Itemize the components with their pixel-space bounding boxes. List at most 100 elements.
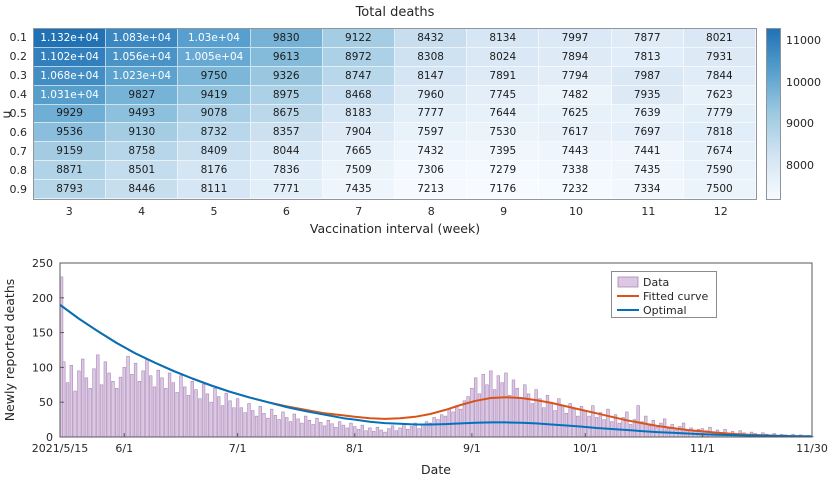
heatmap-cell: 7435 <box>322 180 395 199</box>
bar <box>156 369 160 438</box>
heatmap-cell: 8432 <box>394 29 468 48</box>
heatmap-x-tick-label: 6 <box>282 205 290 218</box>
bar <box>179 375 183 438</box>
bar <box>228 400 232 438</box>
heatmap-cell: 7625 <box>539 104 612 124</box>
bar <box>296 418 300 438</box>
heatmap-cell: 7232 <box>539 180 612 199</box>
heatmap-cell: 8111 <box>178 180 251 199</box>
bar <box>560 405 565 438</box>
bar <box>349 422 353 438</box>
bar <box>201 383 206 438</box>
x-tick-label: 9/1 <box>463 442 481 455</box>
bar <box>266 417 270 438</box>
bar <box>474 377 478 438</box>
bar <box>591 405 595 438</box>
bar <box>625 411 629 438</box>
bar <box>644 415 648 438</box>
legend-swatch-data <box>617 276 639 288</box>
y-tick-label: 200 <box>32 292 53 305</box>
heatmap-cell: 7987 <box>611 66 684 86</box>
heatmap-cell: 7665 <box>322 142 395 162</box>
heatmap-cell: 1.083e+04 <box>106 29 179 48</box>
bar <box>364 430 368 438</box>
heatmap-cell: 7745 <box>467 85 540 105</box>
heatmap-cell: 9493 <box>106 104 179 124</box>
heatmap-grid: 1.132e+04 1.083e+04 1.03e+04 9830 9122 8432 81… <box>33 28 757 200</box>
bar <box>315 417 319 438</box>
bar <box>77 370 81 438</box>
heatmap-y-tick-label: 0.4 <box>9 87 28 101</box>
heatmap-cell: 7960 <box>394 85 468 105</box>
heatmap-cell: 9929 <box>34 104 107 124</box>
bar <box>492 389 497 438</box>
heatmap-cell: 7771 <box>250 180 323 199</box>
bar <box>254 415 259 438</box>
x-tick-label: 7/1 <box>229 442 247 455</box>
colorbar-tick-label: 8000 <box>786 158 814 172</box>
bar <box>88 387 92 438</box>
heatmap-cell: 1.068e+04 <box>34 66 107 86</box>
bar <box>186 394 191 438</box>
bar <box>538 398 542 438</box>
heatmap-x-tick-label: 8 <box>427 205 435 218</box>
bar <box>440 414 444 438</box>
bar <box>390 425 395 438</box>
bar <box>209 401 213 438</box>
bar <box>523 384 527 438</box>
bar <box>122 367 126 438</box>
bar <box>99 384 104 438</box>
heatmap-cell: 1.005e+04 <box>178 47 251 67</box>
bar <box>303 415 308 438</box>
heatmap-cell: 7617 <box>539 123 612 143</box>
heatmap-cell: 7500 <box>683 180 756 199</box>
y-tick-label: 50 <box>39 396 53 409</box>
bar <box>519 398 523 438</box>
bar <box>651 420 655 438</box>
heatmap-cell: 8758 <box>106 142 179 162</box>
heatmap-cell: 1.023e+04 <box>106 66 179 86</box>
bar <box>530 403 535 438</box>
bar <box>402 424 406 438</box>
bar <box>149 375 153 438</box>
bar <box>526 393 531 438</box>
bar <box>251 410 255 438</box>
heatmap-row-labels: 0.1 0.2 0.3 0.4 0.5 0.6 0.7 0.8 0.9 <box>0 28 29 200</box>
bar <box>489 370 493 438</box>
bar <box>330 423 334 438</box>
bar <box>115 387 119 438</box>
heatmap-cell: 9159 <box>34 142 107 162</box>
heatmap-cell: 9419 <box>178 85 251 105</box>
bar <box>65 382 70 438</box>
bar <box>307 420 312 438</box>
heatmap-cell: 7443 <box>539 142 612 162</box>
bar <box>118 376 123 438</box>
colorbar <box>766 28 781 200</box>
heatmap-col-labels: 3 4 5 6 7 8 9 10 11 12 <box>33 205 757 219</box>
heatmap-cell: 9122 <box>322 29 395 48</box>
bar <box>322 425 327 438</box>
heatmap-cell: 8308 <box>394 47 468 67</box>
bar <box>107 372 111 438</box>
bar <box>69 365 73 438</box>
heatmap-cell: 8183 <box>322 104 395 124</box>
heatmap-cell: 7435 <box>611 161 684 181</box>
bar <box>409 426 414 438</box>
x-tick-label: 8/1 <box>346 442 364 455</box>
heatmap-cell: 1.03e+04 <box>178 29 251 48</box>
bar <box>224 392 228 438</box>
bar <box>394 430 398 438</box>
heatmap-cell: 7794 <box>539 66 612 86</box>
heatmap-x-tick-label: 5 <box>210 205 218 218</box>
bar <box>568 403 572 438</box>
heatmap-y-tick-label: 0.7 <box>9 145 28 159</box>
bar <box>670 424 674 438</box>
bar <box>194 389 198 438</box>
heatmap-cell: 8446 <box>106 180 179 199</box>
y-tick-label: 0 <box>46 431 53 444</box>
heatmap-cell: 8871 <box>34 161 107 181</box>
bar <box>334 426 338 438</box>
heatmap-cell: 7639 <box>611 104 684 124</box>
bar <box>145 358 149 438</box>
